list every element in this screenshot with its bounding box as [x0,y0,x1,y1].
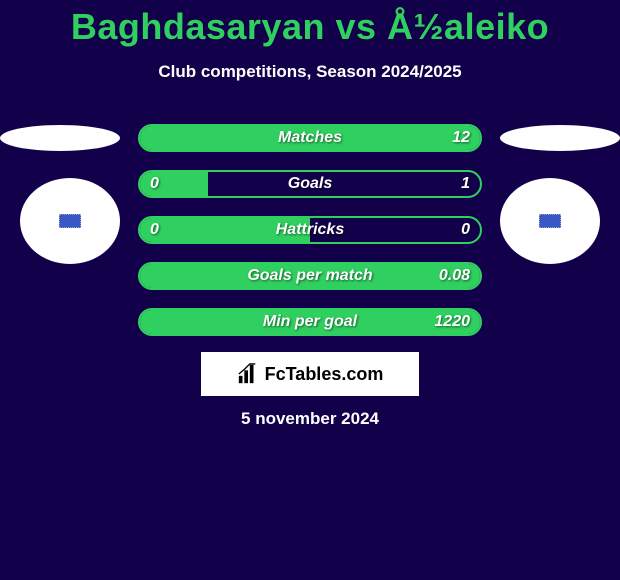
stat-value-right: 1 [461,172,470,196]
stat-label: Min per goal [140,310,480,334]
stat-row: Matches12 [138,124,482,152]
stat-label: Goals per match [140,264,480,288]
flag-icon [59,214,81,228]
player-avatar-left [20,178,120,264]
stat-value-right: 1220 [434,310,470,334]
stat-value-right: 0 [461,218,470,242]
stats-panel: Matches120Goals10Hattricks0Goals per mat… [138,124,482,354]
page-title: Baghdasaryan vs Å½aleiko [0,0,620,48]
stat-label: Goals [140,172,480,196]
bars-icon [237,363,259,385]
stat-label: Matches [140,126,480,150]
player-avatar-right [500,178,600,264]
stat-row: Min per goal1220 [138,308,482,336]
brand-badge[interactable]: FcTables.com [201,352,419,396]
player-oval-left [0,125,120,151]
stat-label: Hattricks [140,218,480,242]
flag-icon [539,214,561,228]
player-oval-right [500,125,620,151]
stat-row: 0Hattricks0 [138,216,482,244]
stat-row: 0Goals1 [138,170,482,198]
brand-text: FcTables.com [265,364,384,385]
stat-value-right: 0.08 [439,264,470,288]
date-text: 5 november 2024 [0,409,620,429]
stat-row: Goals per match0.08 [138,262,482,290]
stat-value-right: 12 [452,126,470,150]
page-subtitle: Club competitions, Season 2024/2025 [0,62,620,82]
